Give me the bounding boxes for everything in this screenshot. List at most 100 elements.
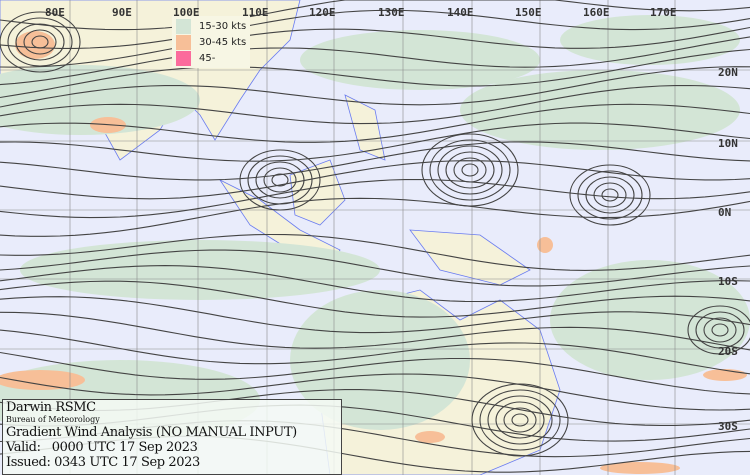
wind-speed-shading [0, 15, 750, 474]
streamline [0, 84, 750, 125]
streamline [0, 373, 750, 411]
circulation-streamline [263, 167, 297, 193]
legend-item: 30-45 kts [176, 34, 246, 50]
streamline [0, 36, 750, 86]
circulation-streamline [711, 323, 729, 337]
circulation-streamline [0, 11, 81, 73]
latitude-label: 10S [718, 275, 738, 288]
longitude-label: 120E [309, 6, 336, 19]
streamline [0, 160, 750, 200]
grid-labels: 80E 90E 100E 110E 120E 130E 140E 150E 160E 170E 20… [45, 6, 738, 433]
legend-swatch [176, 34, 191, 50]
wind-shade-area [600, 462, 680, 474]
latitude-label: 0N [718, 206, 731, 219]
streamline [0, 178, 750, 219]
streamline [0, 280, 750, 318]
circulation-streamline [601, 188, 619, 202]
circulation-streamline [479, 389, 561, 451]
latitude-label: 20S [718, 345, 738, 358]
wind-shade-area [0, 370, 85, 390]
longitude-label: 140E [447, 6, 474, 19]
wind-shade-area [0, 65, 200, 135]
streamline [0, 197, 750, 237]
longitude-label: 110E [242, 6, 269, 19]
circulation-streamline [703, 317, 737, 343]
wind-shade-area [15, 31, 55, 59]
legend-item: 45- [176, 50, 246, 66]
issued-time: Issued: 0343 UTC 17 Sep 2023 [6, 455, 200, 470]
longitude-label: 150E [515, 6, 542, 19]
circulation-streamline [271, 173, 289, 187]
circulation-streamline [461, 163, 479, 177]
circulation-streamline [7, 17, 73, 67]
circulation-streamline [695, 311, 745, 349]
circulation-streamline [585, 176, 635, 214]
circulation-streamline [495, 401, 545, 439]
longitude-label: 90E [112, 6, 132, 19]
circulation-streamline [247, 155, 313, 205]
streamline [0, 0, 750, 31]
landmass [409, 229, 531, 286]
longitude-label: 100E [173, 6, 200, 19]
circulation-streamline [31, 35, 49, 49]
latitude-label: 20N [718, 66, 738, 79]
longitude-label: 130E [378, 6, 405, 19]
info-box: Darwin RSMC Bureau of Meteorology Gradie… [2, 399, 342, 475]
wind-shade-area [460, 70, 740, 150]
latitude-label: 30S [718, 420, 738, 433]
circulation-streamline [471, 383, 569, 457]
office-name: Darwin RSMC [6, 400, 96, 415]
circulation-streamline [421, 133, 519, 207]
wind-shade-area [290, 290, 470, 430]
streamline [0, 249, 750, 287]
circulation-streamline [487, 395, 553, 445]
streamline [0, 26, 750, 68]
landmass [344, 94, 386, 161]
circulation-streamline [255, 161, 305, 199]
legend-label: 30-45 kts [199, 36, 247, 48]
longitude-label: 80E [45, 6, 65, 19]
streamline [0, 311, 750, 351]
circulation-streamline [15, 23, 65, 61]
legend-swatch [176, 50, 191, 66]
longitude-label: 170E [650, 6, 677, 19]
streamline [0, 103, 750, 143]
streamline [0, 48, 750, 99]
longitude-label: 160E [583, 6, 610, 19]
circulation-streamline [593, 182, 627, 208]
circulation-streamline [687, 305, 750, 355]
valid-time: Valid: 0000 UTC 17 Sep 2023 [6, 440, 198, 455]
product-title: Gradient Wind Analysis (NO MANUAL INPUT) [6, 425, 297, 440]
circulation-streamline [511, 413, 529, 427]
wind-shade-area [537, 237, 553, 253]
streamline [0, 66, 750, 108]
wind-shade-area [415, 431, 445, 443]
circulation-streamline [437, 145, 503, 195]
legend: 15-30 kts 30-45 kts 45- [172, 16, 251, 68]
agency-name: Bureau of Meteorology [6, 415, 100, 424]
streamline [0, 141, 750, 181]
circulation-streamline [429, 139, 511, 201]
streamline [0, 296, 750, 334]
wind-shade-area [560, 15, 740, 65]
circulation-streamline [23, 29, 57, 55]
streamline [0, 329, 750, 375]
circulation-streamline [445, 151, 495, 189]
circulation-streamline [569, 164, 651, 226]
circulation-streamline [503, 407, 537, 433]
streamline [0, 265, 750, 303]
circulation-streamline [577, 170, 643, 220]
streamline [0, 122, 750, 162]
legend-swatch [176, 18, 191, 34]
streamline [0, 351, 750, 395]
wind-shade-area [20, 240, 380, 300]
legend-label: 45- [199, 52, 216, 64]
streamline [0, 9, 750, 49]
circulation-streamline [239, 149, 321, 211]
wind-shade-area [550, 260, 750, 380]
legend-item: 15-30 kts [176, 18, 246, 34]
latitude-label: 10N [718, 137, 738, 150]
